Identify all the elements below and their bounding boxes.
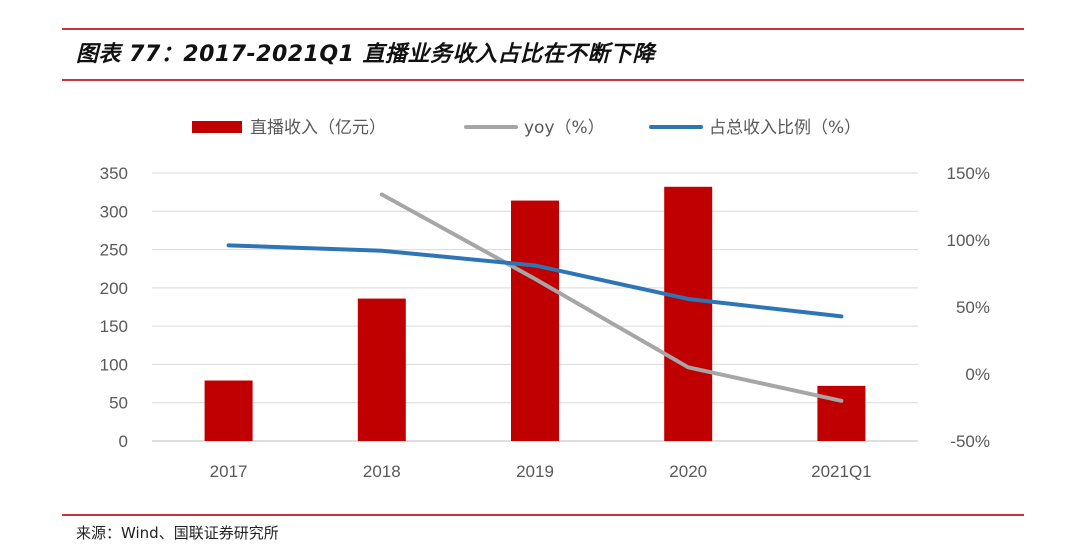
- right-tick-label: 150%: [947, 164, 990, 183]
- legend-label: 占总收入比例（%）: [709, 118, 861, 138]
- source-note: 来源：Wind、国联证券研究所: [76, 524, 279, 542]
- left-tick-label: 100: [100, 355, 128, 374]
- chart-title: 图表 77：2017-2021Q1 直播业务收入占比在不断下降: [76, 42, 656, 67]
- left-tick-label: 50: [109, 394, 128, 413]
- chart: 2017 2018 2019 2020 2021Q1 0 50 100 150 200 250 30…: [100, 118, 990, 481]
- bar: [357, 298, 406, 441]
- left-axis-ticks: 0 50 100 150 200 250 300 350: [100, 164, 128, 451]
- left-tick-label: 300: [100, 202, 128, 221]
- bottom-rule: [62, 514, 1024, 516]
- legend-swatch-bar: [192, 121, 242, 133]
- legend-label: 直播收入（亿元）: [250, 118, 386, 138]
- x-tick-label: 2021Q1: [811, 462, 872, 481]
- x-tick-label: 2018: [363, 462, 401, 481]
- x-tick-label: 2020: [669, 462, 707, 481]
- right-tick-label: 50%: [956, 298, 990, 317]
- bar: [204, 380, 253, 441]
- bar: [664, 186, 713, 441]
- left-tick-label: 0: [119, 432, 128, 451]
- left-tick-label: 250: [100, 241, 128, 260]
- line-share: [226, 243, 844, 319]
- legend: 直播收入（亿元） yoy（%） 占总收入比例（%）: [192, 118, 861, 138]
- x-axis-ticks: 2017 2018 2019 2020 2021Q1: [210, 462, 872, 481]
- x-tick-label: 2017: [210, 462, 248, 481]
- line-series: [226, 192, 844, 403]
- right-tick-label: 0%: [965, 365, 990, 384]
- left-tick-label: 350: [100, 164, 128, 183]
- right-tick-label: -50%: [950, 432, 990, 451]
- line-yoy: [379, 192, 844, 403]
- title-rule: [62, 79, 1024, 81]
- bar-series: [204, 186, 866, 441]
- right-axis-ticks: -50% 0% 50% 100% 150%: [947, 164, 990, 451]
- top-rule: [62, 28, 1024, 30]
- x-tick-label: 2019: [516, 462, 554, 481]
- left-tick-label: 150: [100, 317, 128, 336]
- bar: [817, 385, 866, 441]
- bar: [511, 200, 559, 441]
- left-tick-label: 200: [100, 279, 128, 298]
- legend-label: yoy（%）: [524, 118, 605, 138]
- right-tick-label: 100%: [947, 231, 990, 250]
